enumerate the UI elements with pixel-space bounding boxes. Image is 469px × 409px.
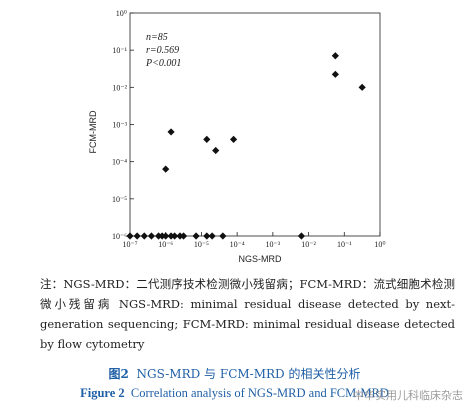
data-point — [167, 128, 175, 136]
data-point — [331, 52, 339, 60]
y-tick-label: 10⁻³ — [112, 121, 127, 130]
caption-en: Figure 2 Correlation analysis of NGS-MRD… — [0, 386, 469, 401]
data-point — [208, 232, 216, 240]
caption-cn-text: NGS-MRD 与 FCM-MRD 的相关性分析 — [136, 367, 361, 381]
stat-n: n=85 — [146, 32, 168, 43]
x-tick-labels: 10⁻⁷ 10⁻⁶ 10⁻⁵ 10⁻⁴ 10⁻³ 10⁻² 10⁻¹ 10⁰ — [122, 240, 385, 249]
stat-p: P<0.001 — [145, 58, 181, 69]
data-point — [297, 232, 306, 240]
caption-en-text: Correlation analysis of NGS-MRD and FCM-… — [130, 386, 389, 400]
x-tick-label: 10⁰ — [374, 240, 385, 249]
data-point — [331, 70, 339, 78]
y-tick-label: 10⁻⁵ — [112, 195, 127, 204]
data-points — [126, 52, 366, 240]
x-axis-label: NGS-MRD — [239, 254, 282, 264]
x-tick-label: 10⁻¹ — [337, 240, 352, 249]
x-tick-label: 10⁻³ — [266, 240, 281, 249]
caption-cn: 图2 NGS-MRD 与 FCM-MRD 的相关性分析 — [0, 365, 469, 382]
y-tick-label: 10⁻² — [112, 83, 127, 92]
data-point — [358, 83, 366, 91]
caption-cn-fig: 图2 — [108, 367, 129, 381]
x-tick-label: 10⁻⁵ — [194, 240, 209, 249]
caption-en-fig: Figure 2 — [80, 386, 125, 400]
y-axis-label: FCM-MRD — [88, 110, 98, 153]
data-point — [219, 232, 227, 240]
y-tick-label: 10⁻¹ — [112, 46, 127, 55]
note-cn: 注：NGS-MRD：二代测序技术检测微小残留病；FCM-MRD：流式细胞术检测微… — [40, 277, 455, 311]
stat-r: r=0.569 — [146, 45, 179, 56]
data-point — [162, 165, 170, 173]
y-tick-labels: 10⁻⁶ 10⁻⁵ 10⁻⁴ 10⁻³ 10⁻² 10⁻¹ 10⁰ — [112, 9, 128, 241]
x-tick-label: 10⁻⁴ — [230, 240, 245, 249]
data-point — [212, 146, 220, 155]
watermark: 中华实用儿科临床杂志 — [353, 389, 463, 402]
data-point — [203, 135, 211, 143]
data-point — [179, 232, 188, 240]
plot-axes — [129, 12, 381, 237]
x-tick-label: 10⁻⁶ — [158, 240, 173, 249]
note-en: NGS-MRD: minimal residual disease detect… — [40, 297, 456, 351]
figure-note: 注：NGS-MRD：二代测序技术检测微小残留病；FCM-MRD：流式细胞术检测微… — [40, 274, 455, 354]
data-point — [192, 232, 200, 240]
x-tick-label: 10⁻⁷ — [122, 240, 137, 249]
data-point — [147, 232, 156, 240]
data-point — [140, 232, 148, 240]
data-point — [126, 232, 134, 240]
data-point — [133, 232, 141, 240]
x-tick-label: 10⁻² — [301, 240, 316, 249]
data-point — [203, 232, 211, 240]
data-point — [162, 232, 170, 240]
y-tick-label: 10⁻⁴ — [112, 158, 127, 167]
data-point — [229, 135, 238, 143]
y-tick-label: 10⁰ — [116, 9, 127, 18]
y-tick-label: 10⁻⁶ — [112, 232, 127, 241]
data-point — [171, 232, 179, 240]
